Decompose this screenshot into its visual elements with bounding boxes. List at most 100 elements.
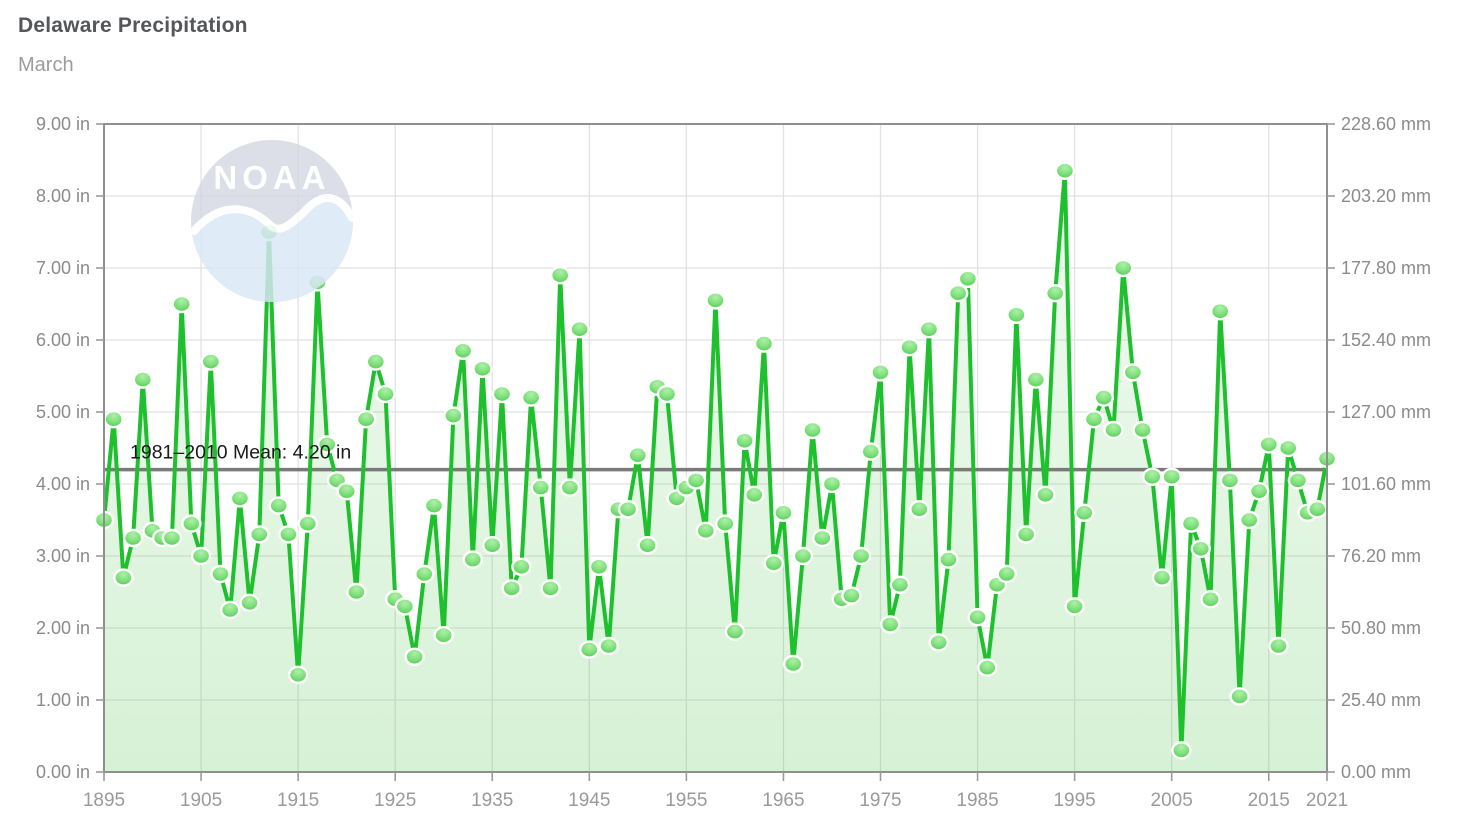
data-point-2006[interactable] [1171, 741, 1192, 760]
data-point-1931[interactable] [443, 406, 464, 425]
data-point-1993[interactable] [1044, 284, 1066, 303]
data-point-1910[interactable] [239, 593, 260, 612]
data-point-1897[interactable] [113, 568, 134, 587]
data-point-1923[interactable] [365, 352, 386, 371]
data-point-2009[interactable] [1200, 590, 1221, 609]
data-point-1938[interactable] [511, 557, 532, 576]
data-point-1990[interactable] [1015, 525, 1037, 544]
data-point-1995[interactable] [1064, 597, 1085, 616]
data-point-1975[interactable] [870, 363, 891, 382]
data-point-1927[interactable] [404, 647, 425, 666]
data-point-1985[interactable] [967, 608, 988, 627]
data-point-1956[interactable] [685, 471, 707, 490]
data-point-1977[interactable] [889, 575, 911, 594]
data-point-1963[interactable] [753, 334, 775, 353]
data-point-1920[interactable] [336, 482, 357, 501]
data-point-1982[interactable] [938, 550, 959, 569]
data-point-1905[interactable] [190, 546, 212, 566]
data-point-1914[interactable] [278, 525, 299, 544]
data-point-1906[interactable] [200, 352, 222, 371]
data-point-1962[interactable] [744, 485, 765, 504]
data-point-1934[interactable] [472, 359, 493, 378]
data-point-1936[interactable] [491, 384, 513, 404]
data-point-1907[interactable] [210, 564, 231, 584]
data-point-2016[interactable] [1268, 636, 1289, 656]
data-point-1959[interactable] [715, 514, 736, 533]
data-point-1950[interactable] [627, 446, 648, 465]
data-point-1908[interactable] [219, 600, 241, 620]
data-point-2001[interactable] [1122, 363, 1144, 382]
data-point-2012[interactable] [1229, 687, 1250, 706]
data-point-1924[interactable] [375, 384, 396, 404]
data-point-1994[interactable] [1054, 161, 1076, 181]
data-point-1915[interactable] [287, 665, 309, 684]
data-point-2013[interactable] [1239, 510, 1260, 530]
data-point-2014[interactable] [1248, 482, 1270, 501]
data-point-1998[interactable] [1093, 388, 1115, 407]
data-point-1984[interactable] [957, 269, 979, 288]
data-point-1966[interactable] [783, 654, 804, 674]
data-point-1949[interactable] [617, 500, 639, 519]
data-point-1970[interactable] [821, 474, 843, 494]
data-point-1951[interactable] [637, 536, 658, 555]
data-point-1896[interactable] [103, 410, 124, 429]
data-point-1902[interactable] [161, 528, 183, 548]
data-point-1932[interactable] [452, 341, 474, 360]
data-point-1964[interactable] [763, 554, 784, 573]
data-point-1992[interactable] [1035, 485, 1056, 504]
data-point-1921[interactable] [346, 582, 367, 602]
data-point-1943[interactable] [559, 478, 581, 497]
data-point-2003[interactable] [1142, 467, 1163, 486]
data-point-1969[interactable] [812, 528, 833, 548]
data-point-2005[interactable] [1161, 467, 1182, 486]
data-point-1953[interactable] [656, 384, 678, 404]
data-point-1926[interactable] [394, 597, 416, 616]
data-point-1945[interactable] [579, 640, 600, 659]
data-point-1941[interactable] [540, 579, 561, 598]
data-point-2017[interactable] [1277, 438, 1299, 458]
data-point-1976[interactable] [880, 615, 901, 634]
data-point-1972[interactable] [841, 586, 862, 605]
data-point-1913[interactable] [268, 496, 289, 515]
data-point-1983[interactable] [948, 284, 969, 303]
data-point-1997[interactable] [1083, 410, 1105, 429]
data-point-1973[interactable] [850, 546, 872, 566]
data-point-1981[interactable] [928, 633, 949, 652]
data-point-1965[interactable] [773, 503, 794, 522]
data-point-1916[interactable] [297, 514, 318, 533]
data-point-1911[interactable] [249, 525, 270, 544]
data-point-1899[interactable] [132, 370, 154, 389]
data-point-1904[interactable] [181, 514, 202, 533]
data-point-1928[interactable] [414, 564, 435, 584]
data-point-1989[interactable] [1006, 305, 1027, 324]
data-point-2011[interactable] [1219, 471, 1241, 490]
data-point-1947[interactable] [598, 636, 619, 656]
data-point-1958[interactable] [705, 291, 726, 310]
data-point-1968[interactable] [802, 420, 823, 440]
data-point-1930[interactable] [433, 626, 454, 645]
data-point-1988[interactable] [996, 564, 1017, 584]
data-point-1935[interactable] [482, 536, 503, 555]
data-point-1922[interactable] [355, 410, 377, 429]
data-point-1979[interactable] [909, 500, 930, 519]
data-point-2007[interactable] [1180, 514, 1202, 533]
data-point-1974[interactable] [860, 442, 881, 461]
data-point-1967[interactable] [792, 546, 814, 566]
data-point-1940[interactable] [530, 478, 551, 497]
data-point-2004[interactable] [1151, 568, 1173, 587]
data-point-2000[interactable] [1112, 258, 1134, 278]
data-point-1957[interactable] [695, 521, 716, 540]
data-point-2020[interactable] [1307, 500, 1328, 519]
data-point-1939[interactable] [520, 388, 542, 407]
data-point-1960[interactable] [724, 622, 746, 641]
data-point-1929[interactable] [423, 496, 445, 515]
data-point-2002[interactable] [1132, 420, 1153, 440]
data-point-1978[interactable] [899, 338, 920, 357]
data-point-1933[interactable] [462, 550, 483, 569]
data-point-1980[interactable] [918, 320, 940, 339]
data-point-1918[interactable] [317, 435, 338, 454]
data-point-1903[interactable] [171, 294, 192, 314]
data-point-1898[interactable] [122, 528, 144, 548]
data-point-1986[interactable] [977, 658, 998, 677]
data-point-2015[interactable] [1258, 435, 1280, 454]
